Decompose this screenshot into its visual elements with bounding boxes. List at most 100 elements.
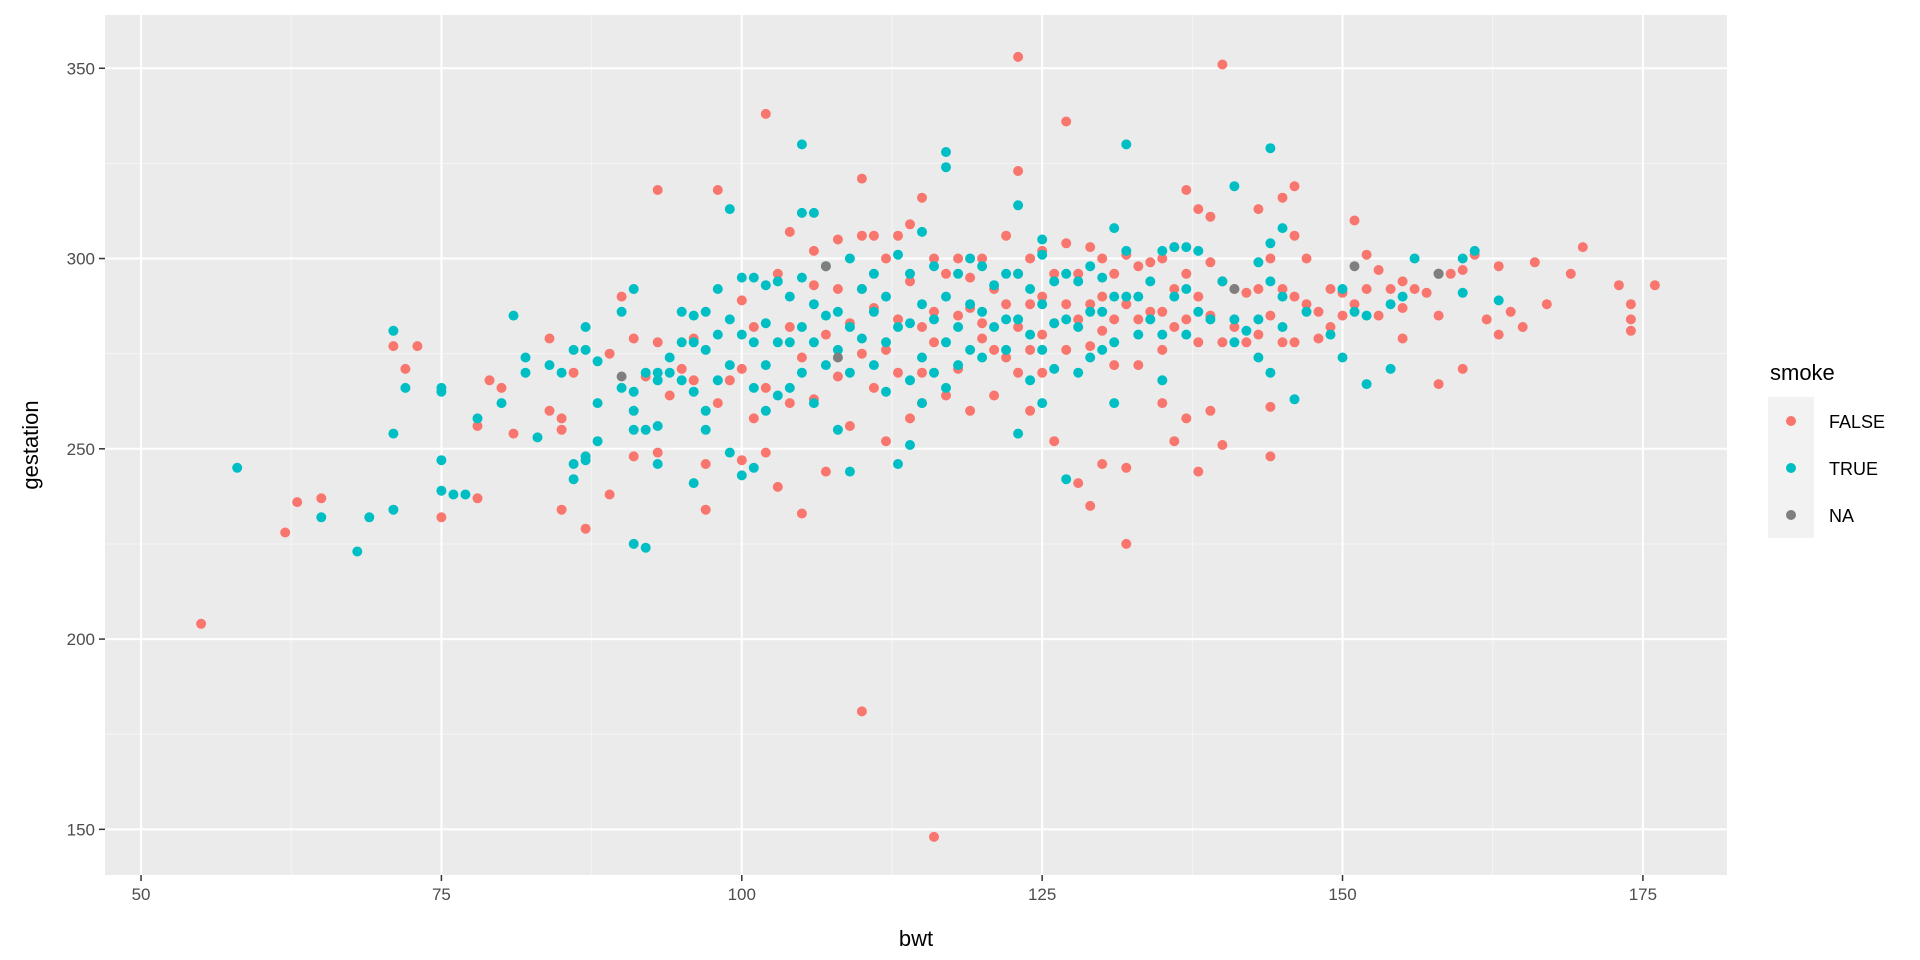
data-point xyxy=(1097,253,1108,264)
data-point xyxy=(1481,314,1492,325)
data-point xyxy=(1385,284,1396,294)
data-point xyxy=(640,542,651,553)
data-point xyxy=(508,310,519,321)
data-point xyxy=(748,337,759,348)
data-point xyxy=(484,375,495,386)
data-point xyxy=(1025,299,1036,310)
data-point xyxy=(652,367,663,378)
data-point xyxy=(544,360,555,371)
data-point xyxy=(1181,413,1192,424)
data-point xyxy=(868,360,879,371)
data-point xyxy=(628,424,639,435)
data-point xyxy=(436,485,447,496)
data-point xyxy=(893,314,903,325)
data-point xyxy=(1241,337,1252,348)
data-point xyxy=(989,280,1000,291)
y-tick-label: 200 xyxy=(67,630,95,649)
data-point xyxy=(652,337,663,348)
data-point xyxy=(796,139,807,150)
data-point xyxy=(640,367,651,378)
data-point xyxy=(820,261,831,272)
data-point xyxy=(496,382,507,393)
data-point xyxy=(844,367,855,378)
data-point xyxy=(652,185,663,195)
data-point xyxy=(1265,143,1276,154)
data-point xyxy=(977,333,988,344)
data-point xyxy=(652,421,663,431)
data-point xyxy=(628,333,639,344)
data-point xyxy=(1217,276,1228,287)
data-point xyxy=(712,284,723,294)
data-point xyxy=(676,375,687,386)
data-point xyxy=(1073,276,1084,287)
data-point xyxy=(881,253,891,264)
data-point xyxy=(1265,451,1276,462)
data-point xyxy=(784,322,795,332)
data-point xyxy=(1037,299,1048,310)
y-axis: 150 200 250 300 350 xyxy=(67,59,105,839)
data-point xyxy=(1193,291,1204,302)
data-point xyxy=(1205,405,1216,416)
data-point xyxy=(784,398,795,409)
data-point xyxy=(1433,268,1444,279)
data-point xyxy=(1493,295,1504,306)
data-point xyxy=(977,318,988,329)
data-point xyxy=(748,413,759,424)
data-point xyxy=(1433,379,1444,390)
data-point xyxy=(1013,367,1024,378)
data-point xyxy=(1421,287,1432,298)
data-point xyxy=(1217,59,1228,70)
data-point xyxy=(1037,234,1048,245)
series-na xyxy=(616,261,1444,382)
data-point xyxy=(1061,299,1072,310)
data-point xyxy=(808,207,819,218)
data-point xyxy=(808,337,819,348)
data-point xyxy=(1373,310,1384,321)
data-point xyxy=(1649,280,1660,291)
data-point xyxy=(1397,276,1408,287)
data-point xyxy=(1301,299,1312,310)
data-point xyxy=(1001,352,1012,363)
data-point xyxy=(1349,306,1360,317)
plot-panel xyxy=(105,15,1727,875)
legend-label-na: NA xyxy=(1829,506,1854,526)
data-point xyxy=(580,322,591,332)
data-point xyxy=(905,413,915,424)
data-point xyxy=(388,504,399,515)
data-point xyxy=(412,341,423,352)
data-point xyxy=(941,390,951,401)
legend-key-false xyxy=(1786,416,1796,426)
data-point xyxy=(929,261,939,272)
data-point xyxy=(881,337,891,348)
data-point xyxy=(628,386,639,397)
data-point xyxy=(989,390,1000,401)
data-point xyxy=(941,337,951,348)
data-point xyxy=(1313,333,1324,344)
data-point xyxy=(1073,367,1084,378)
data-point xyxy=(1073,314,1084,325)
y-tick-label: 250 xyxy=(67,440,95,459)
data-point xyxy=(1253,352,1264,363)
data-point xyxy=(796,207,807,218)
data-point xyxy=(1217,440,1228,450)
data-point xyxy=(1229,337,1240,348)
data-point xyxy=(1121,139,1132,150)
data-point xyxy=(784,226,795,237)
data-point xyxy=(592,356,603,367)
x-tick-label: 150 xyxy=(1328,885,1356,904)
data-point xyxy=(808,299,819,310)
data-point xyxy=(352,546,363,557)
data-point xyxy=(1085,352,1096,363)
data-point xyxy=(232,462,243,473)
data-point xyxy=(1133,291,1144,302)
data-point xyxy=(1193,204,1204,215)
data-point xyxy=(556,367,567,378)
data-point xyxy=(1109,291,1120,302)
data-point xyxy=(700,306,711,317)
data-point xyxy=(1361,249,1372,260)
data-point xyxy=(893,230,903,241)
data-point xyxy=(1289,181,1300,192)
data-point xyxy=(1121,538,1132,549)
data-point xyxy=(1505,306,1516,317)
